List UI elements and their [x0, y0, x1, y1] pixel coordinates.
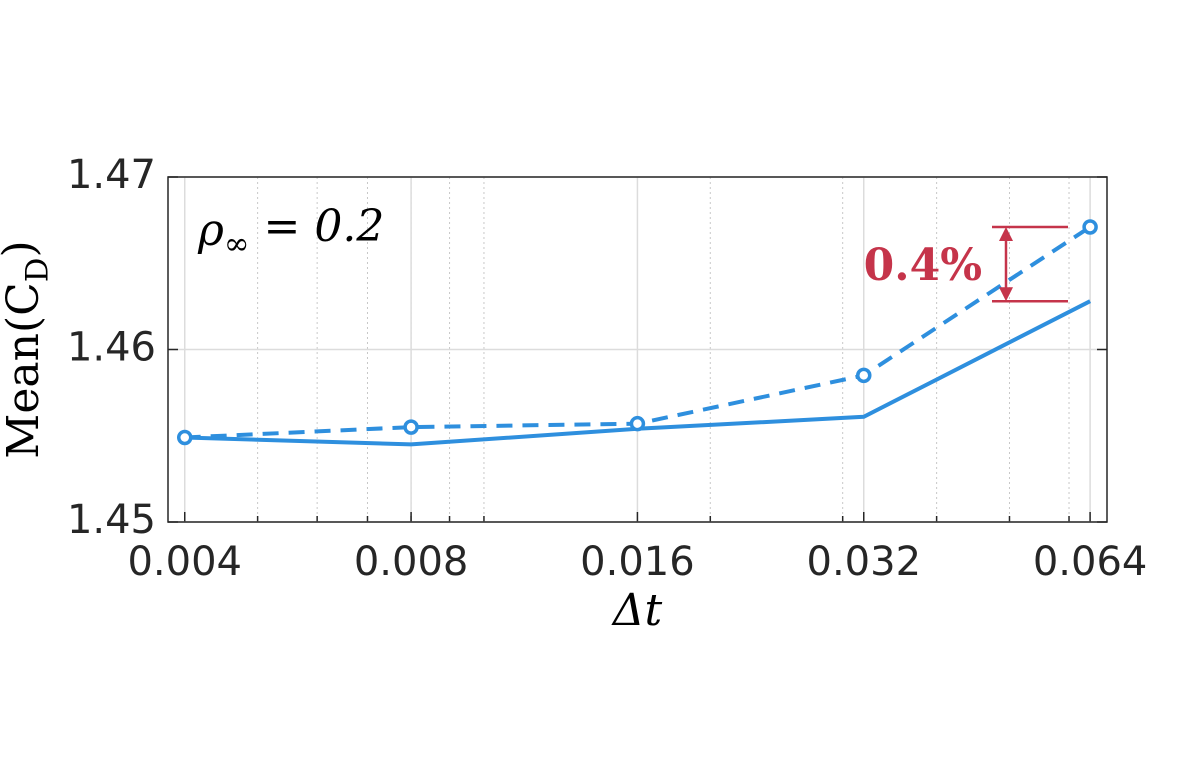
x-tick-label: 0.008 — [354, 539, 469, 585]
arrow-head — [999, 227, 1013, 242]
x-tick-label: 0.064 — [1033, 539, 1148, 585]
annotation: ρ∞ = 0.2 — [197, 201, 384, 262]
data-point — [629, 415, 646, 432]
data-point — [856, 367, 872, 384]
x-tick-label: 0.032 — [807, 539, 922, 585]
y-tick-label: 1.46 — [67, 325, 156, 371]
data-point — [403, 419, 419, 435]
y-tick-label: 1.45 — [67, 497, 156, 543]
data-point — [176, 429, 193, 446]
arrow-head — [999, 287, 1013, 302]
x-axis-label: Δt — [611, 585, 663, 636]
data-point — [1082, 219, 1098, 235]
x-tick-label: 0.016 — [580, 539, 695, 585]
x-tick-label: 0.004 — [127, 539, 242, 585]
annotation: 0.4% — [864, 240, 982, 291]
y-tick-label: 1.47 — [67, 152, 156, 198]
axes-box — [167, 176, 1108, 523]
